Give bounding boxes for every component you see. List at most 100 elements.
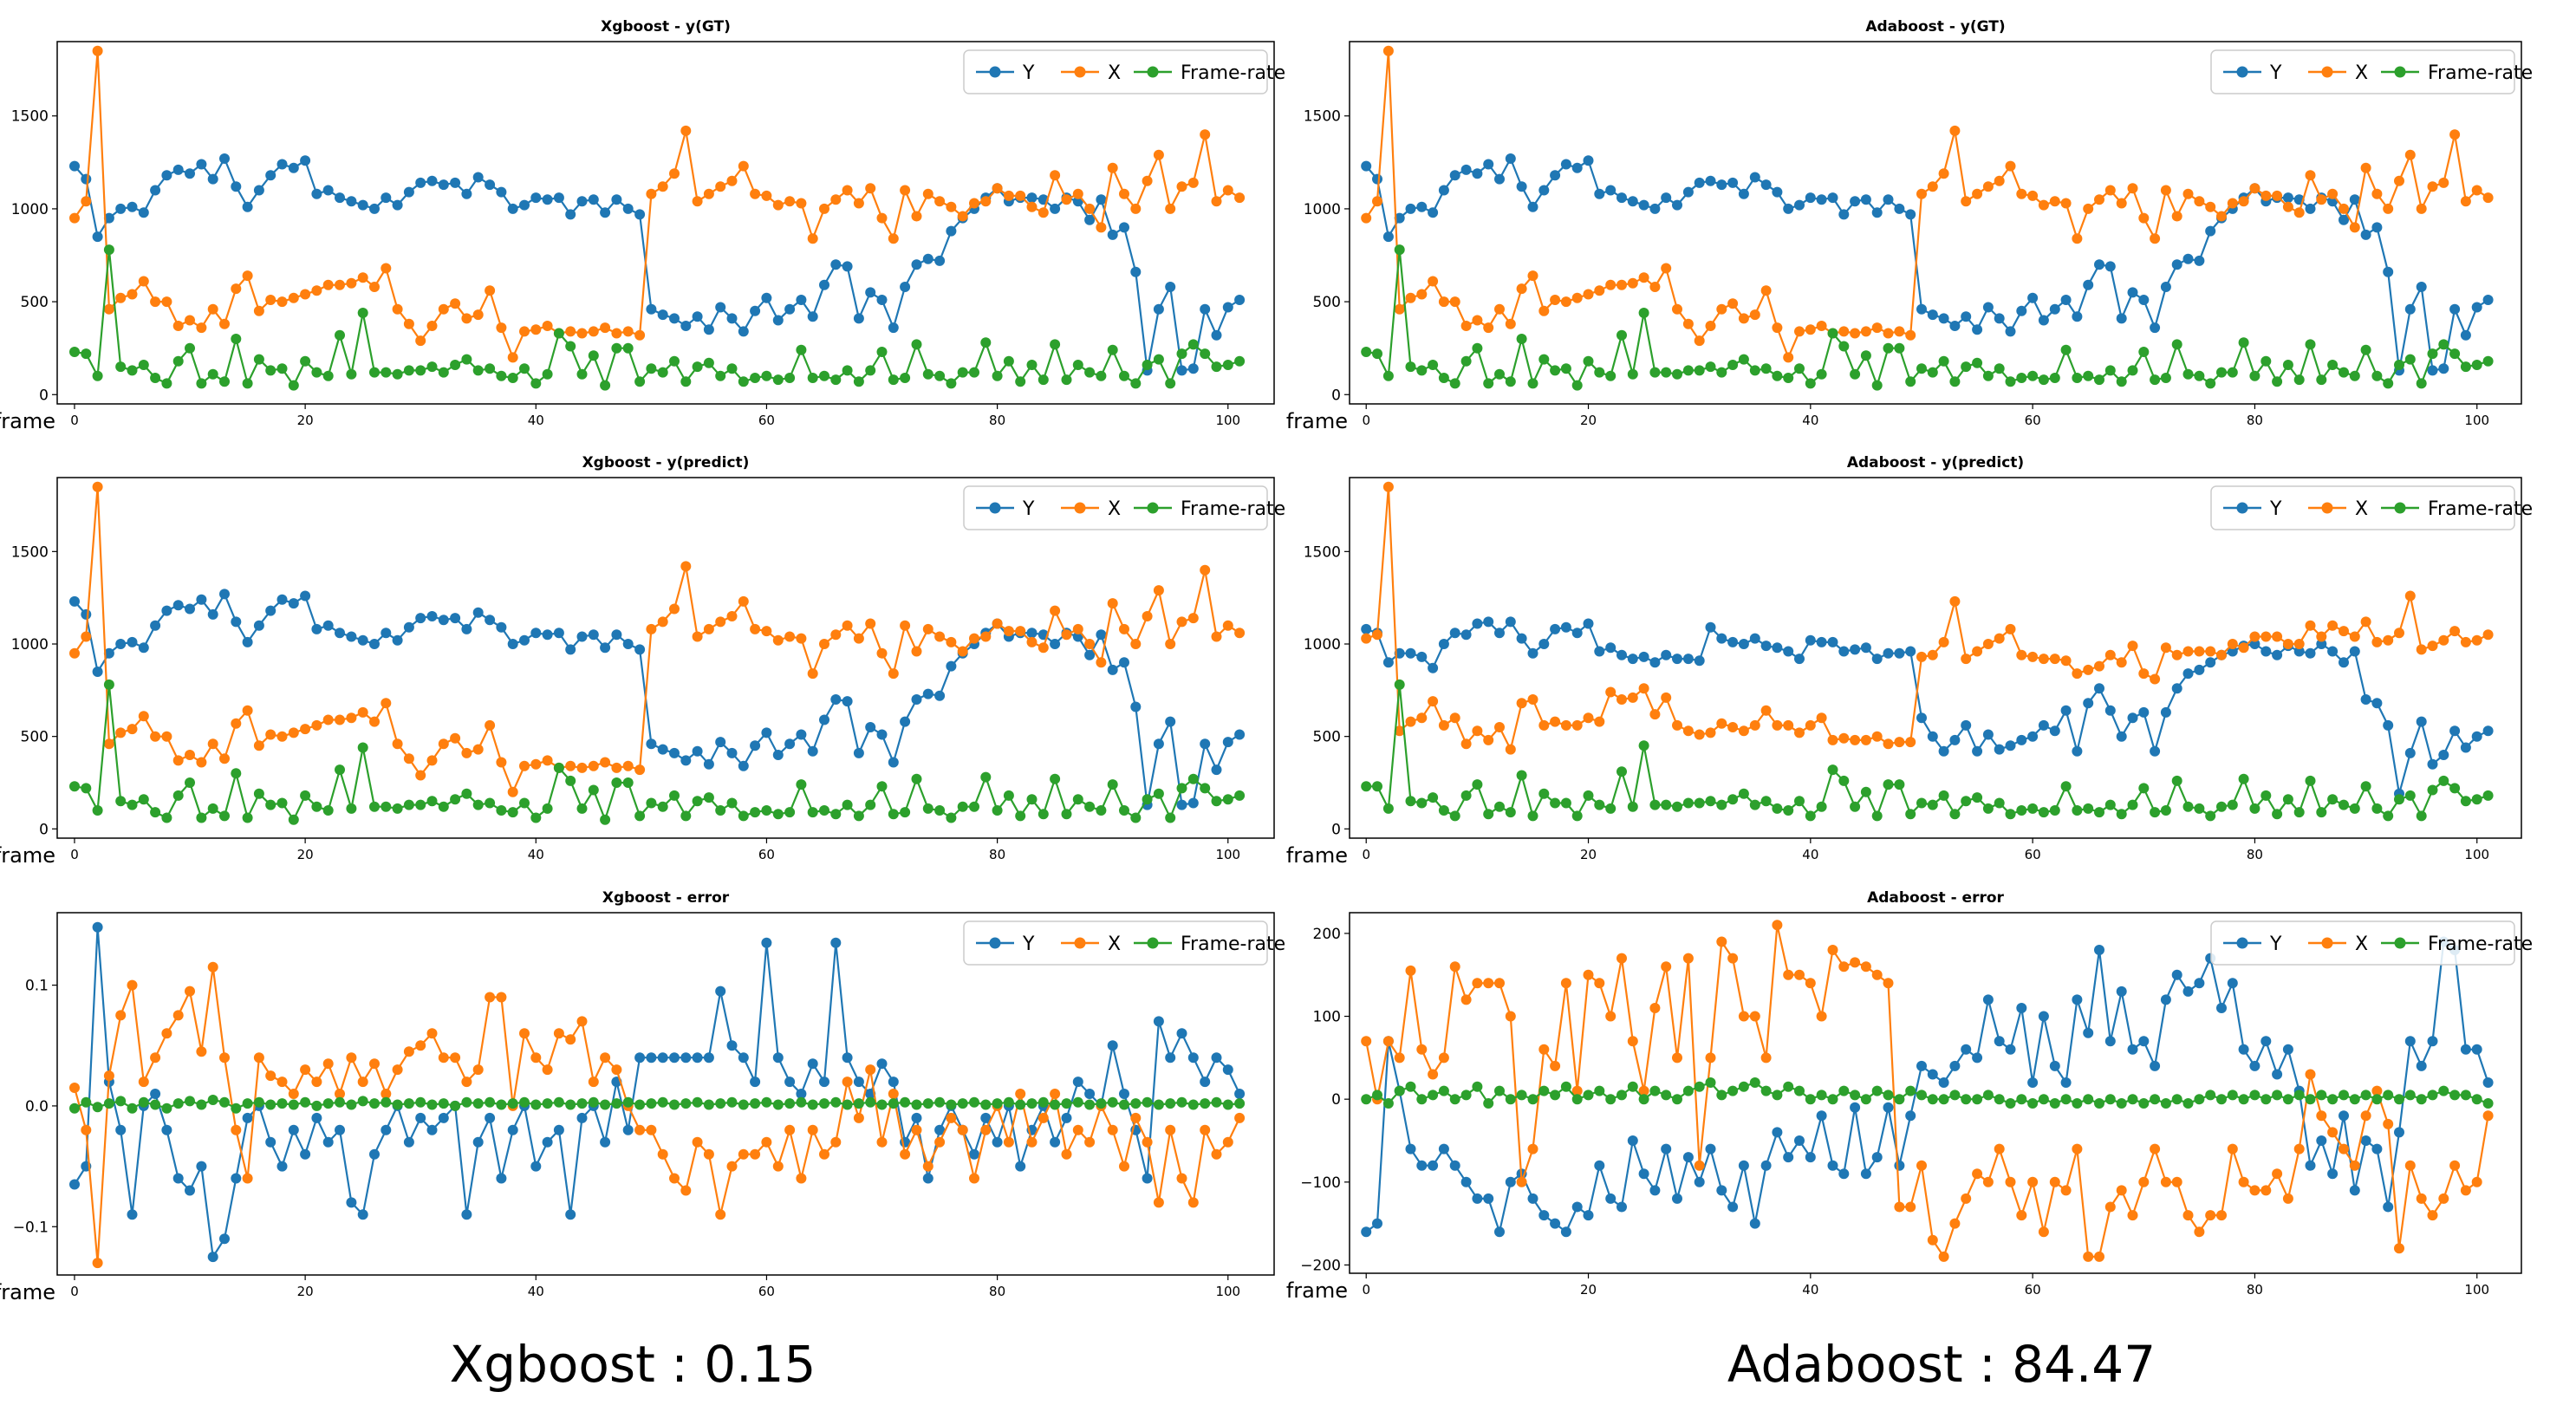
data-point-y <box>485 615 496 626</box>
data-point-x <box>957 211 968 222</box>
data-point-y <box>346 631 357 642</box>
data-point-x <box>784 631 796 642</box>
data-point-frame-rate <box>900 807 911 818</box>
data-point-x <box>726 611 738 621</box>
data-point-frame-rate <box>842 1099 853 1110</box>
data-point-frame-rate <box>81 783 92 794</box>
data-point-x <box>369 282 380 292</box>
data-point-y <box>819 279 829 290</box>
data-point-x <box>1449 712 1460 724</box>
data-point-y <box>1949 734 1961 745</box>
data-point-y <box>2160 706 2171 718</box>
legend-marker-frame-rate <box>1147 66 1159 78</box>
data-point-y <box>703 324 714 335</box>
data-point-x <box>900 1148 911 1160</box>
data-point-frame-rate <box>922 1098 933 1109</box>
data-point-x <box>969 633 979 644</box>
data-point-x <box>2005 1176 2016 1187</box>
data-point-x <box>1682 725 1694 737</box>
data-point-frame-rate <box>519 1096 530 1108</box>
data-point-y <box>2339 1110 2349 1122</box>
data-point-x <box>369 1058 380 1070</box>
data-point-y <box>946 660 957 672</box>
data-point-frame-rate <box>172 1098 184 1109</box>
data-point-frame-rate <box>703 357 714 368</box>
data-point-y <box>1972 324 1983 335</box>
data-point-frame-rate <box>530 378 542 389</box>
data-point-x <box>738 1148 749 1160</box>
data-point-frame-rate <box>2104 1094 2116 1105</box>
data-point-frame-rate <box>865 799 876 810</box>
data-point-frame-rate <box>2305 1094 2316 1105</box>
data-point-y <box>1860 1168 1871 1180</box>
data-point-frame-rate <box>2160 1098 2171 1109</box>
legend-label-x: X <box>1108 62 1121 84</box>
data-point-y <box>703 1052 714 1064</box>
data-point-frame-rate <box>1583 355 1594 367</box>
data-point-y <box>1838 209 1850 220</box>
data-point-frame-rate <box>1142 794 1153 805</box>
data-point-frame-rate <box>1026 794 1038 805</box>
data-point-frame-rate <box>622 777 634 788</box>
data-point-frame-rate <box>853 376 864 387</box>
axes-frame <box>56 477 1275 839</box>
data-point-frame-rate <box>600 1099 611 1110</box>
data-point-frame-rate <box>1416 797 1428 809</box>
data-point-x <box>322 714 334 725</box>
data-point-frame-rate <box>2282 360 2293 370</box>
data-point-frame-rate <box>2150 1094 2161 1105</box>
data-point-x <box>276 1077 288 1088</box>
data-point-y <box>2182 668 2194 680</box>
data-point-frame-rate <box>392 368 403 380</box>
data-point-y <box>1905 1110 1916 1122</box>
data-point-y <box>461 623 472 634</box>
data-point-frame-rate <box>1760 796 1772 807</box>
data-point-frame-rate <box>392 803 403 814</box>
data-point-x <box>150 296 161 308</box>
data-point-x <box>1805 978 1816 989</box>
data-point-x <box>1883 978 1894 989</box>
data-point-y <box>1982 994 1994 1005</box>
data-point-x <box>1361 633 1372 644</box>
data-point-frame-rate <box>81 348 92 360</box>
data-point-frame-rate <box>1200 1098 1211 1109</box>
data-point-frame-rate <box>2205 810 2216 822</box>
data-point-frame-rate <box>1816 1090 1827 1101</box>
legend: Y X Frame-rate <box>963 49 1285 94</box>
data-point-frame-rate <box>1165 812 1176 823</box>
data-point-x <box>2316 1110 2327 1122</box>
data-point-x <box>2360 162 2371 173</box>
data-point-x <box>2438 634 2449 646</box>
data-point-y <box>576 631 588 642</box>
data-point-x <box>2116 657 2127 668</box>
data-point-y <box>2005 740 2016 751</box>
data-point-x <box>542 321 553 331</box>
data-point-y <box>2371 1143 2383 1155</box>
x-axis-label: frame <box>1286 1278 1348 1303</box>
data-point-x <box>472 1064 484 1076</box>
data-point-y <box>1571 162 1583 173</box>
data-point-frame-rate <box>1153 1099 1164 1110</box>
data-point-frame-rate <box>1483 809 1494 820</box>
data-point-frame-rate <box>253 1096 264 1108</box>
data-point-x <box>138 711 149 722</box>
data-point-y <box>807 1058 818 1070</box>
data-point-x <box>1096 222 1107 233</box>
legend-box <box>963 49 1268 94</box>
data-point-frame-rate <box>496 1099 507 1110</box>
data-point-frame-rate <box>1222 794 1233 805</box>
data-point-x <box>1560 719 1571 731</box>
data-point-frame-rate <box>1594 1085 1605 1096</box>
data-point-y <box>2150 745 2161 757</box>
data-point-y <box>2282 192 2293 204</box>
data-point-y <box>1583 1210 1594 1221</box>
data-point-y <box>2305 647 2316 659</box>
data-point-y <box>2194 255 2205 266</box>
data-point-x <box>1694 729 1705 740</box>
data-point-x <box>1003 1136 1014 1148</box>
data-point-y <box>969 1148 979 1160</box>
data-point-y <box>1705 1143 1716 1155</box>
data-point-x <box>2150 1143 2161 1155</box>
data-point-x <box>1594 978 1605 989</box>
